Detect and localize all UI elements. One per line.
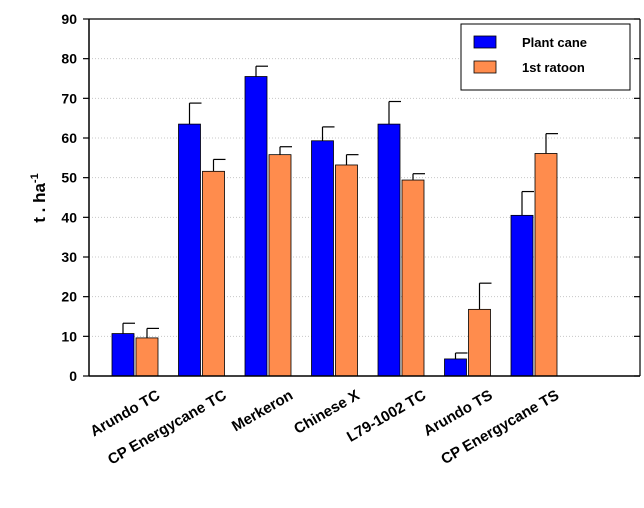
- bar-1st-ratoon-l79-1002-tc: [401, 179, 425, 377]
- x-tick-label-cp-energycane-ts: CP Energycane TS: [438, 387, 562, 468]
- y-tick-label-50: 50: [61, 170, 77, 186]
- y-tick-label-20: 20: [61, 289, 77, 305]
- y-tick-label-60: 60: [61, 130, 77, 146]
- x-tick-label-merkeron: Merkeron: [229, 387, 296, 435]
- bar-1st-ratoon-chinese-x: [335, 164, 358, 377]
- y-tick-label-80: 80: [61, 51, 77, 67]
- bars: [111, 65, 558, 377]
- y-tick-label-30: 30: [61, 249, 77, 265]
- bar-plant-cane-chinese-x: [311, 140, 334, 377]
- y-axis-label: t . ha-1: [29, 173, 49, 222]
- bar-plant-cane-merkeron: [244, 76, 268, 377]
- y-axis-label-superscript: -1: [29, 173, 41, 183]
- bar-plant-cane-arundo-ts: [444, 358, 467, 377]
- legend-box: [460, 23, 631, 91]
- y-tick-label-90: 90: [61, 11, 77, 27]
- bar-plant-cane-cp-energycane-tc: [178, 123, 201, 377]
- bar-plant-cane-arundo-tc: [111, 333, 135, 377]
- bar-1st-ratoon-merkeron: [268, 154, 292, 377]
- y-tick-label-70: 70: [61, 90, 77, 106]
- bar-plant-cane-cp-energycane-ts: [510, 214, 534, 377]
- legend-swatch-1st-ratoon: [473, 60, 497, 74]
- y-tick-label-10: 10: [61, 328, 77, 344]
- bar-1st-ratoon-cp-energycane-ts: [534, 153, 558, 377]
- x-tick-label-cp-energycane-tc: CP Energycane TC: [105, 387, 230, 469]
- legend-swatch-plant-cane: [473, 35, 497, 49]
- bar-1st-ratoon-cp-energycane-tc: [202, 170, 225, 377]
- y-tick-label-0: 0: [69, 368, 77, 384]
- y-axis-label-text: t . ha: [30, 183, 49, 223]
- bar-1st-ratoon-arundo-ts: [468, 308, 491, 377]
- legend-label-plant-cane: Plant cane: [522, 35, 587, 50]
- bar-plant-cane-l79-1002-tc: [377, 123, 401, 377]
- legend-label-1st-ratoon: 1st ratoon: [522, 60, 585, 75]
- bar-1st-ratoon-arundo-tc: [135, 337, 159, 377]
- legend: Plant cane 1st ratoon: [460, 23, 631, 91]
- y-tick-label-40: 40: [61, 209, 77, 225]
